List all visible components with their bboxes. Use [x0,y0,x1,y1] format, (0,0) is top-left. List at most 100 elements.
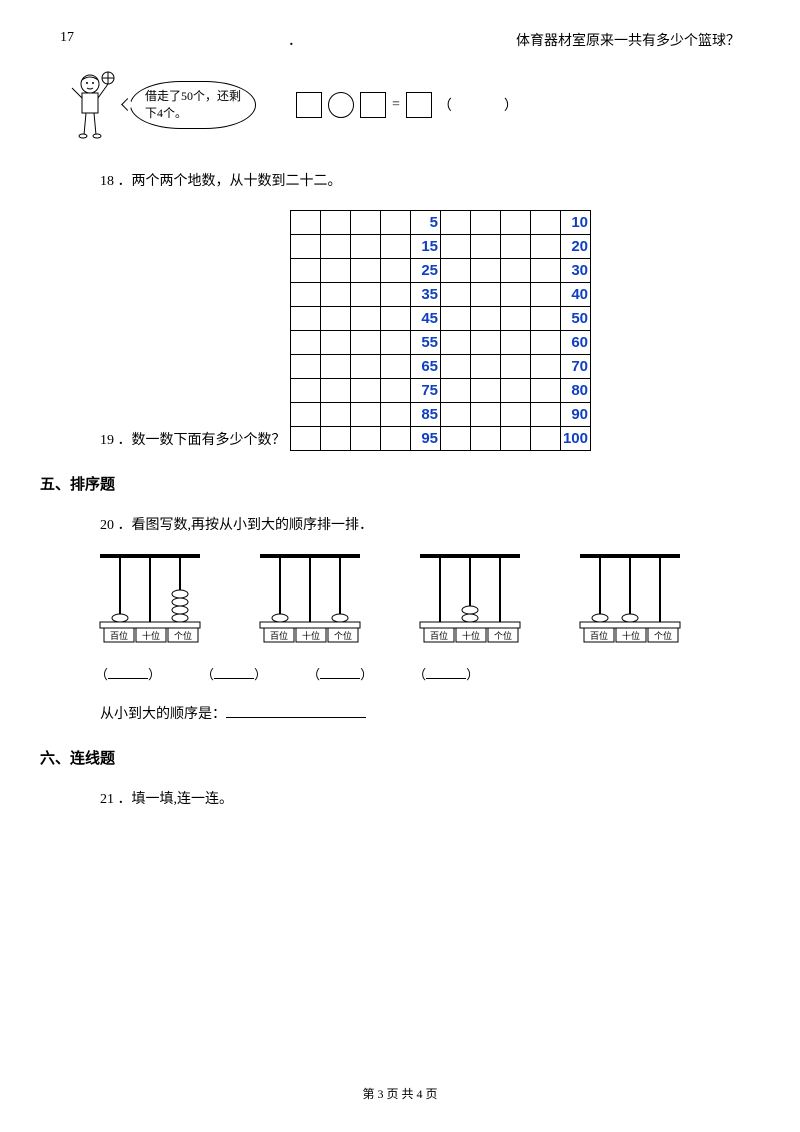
grid-cell: 65 [411,355,441,379]
equation-box-result[interactable] [406,92,432,118]
grid-cell [501,307,531,331]
grid-cell [381,283,411,307]
grid-cell [531,379,561,403]
abacus: 百位 十位 个位 [250,554,370,644]
grid-cell: 55 [411,331,441,355]
grid-cell [291,331,321,355]
svg-text:个位: 个位 [494,630,512,641]
grid-cell [321,283,351,307]
grid-cell [291,307,321,331]
blank-2-wrap: （） [201,664,267,683]
svg-text:十位: 十位 [302,630,320,641]
grid-cell [321,211,351,235]
grid-cell [501,331,531,355]
grid-cell [351,259,381,283]
grid-cell: 40 [561,283,591,307]
svg-text:十位: 十位 [462,630,480,641]
grid-cell [471,211,501,235]
question-21: 21 ．填一填,连一连。 [60,788,740,808]
grid-cell: 60 [561,331,591,355]
grid-cell [441,259,471,283]
grid-cell [471,403,501,427]
blank-4[interactable] [426,665,466,679]
paren-open: （ [438,95,452,115]
ordering-line: 从小到大的顺序是： [100,703,740,723]
question-20: 20 ．看图写数,再按从小到大的顺序排一排． [60,514,740,534]
grid-cell [381,235,411,259]
equals-sign: = [392,97,400,113]
grid-cell: 20 [561,235,591,259]
grid-cell [351,283,381,307]
svg-text:十位: 十位 [622,630,640,641]
grid-cell [351,403,381,427]
page-footer: 第 3 页 共 4 页 [0,1085,800,1102]
grid-cell: 15 [411,235,441,259]
grid-cell [531,355,561,379]
blank-1[interactable] [108,665,148,679]
q17-cartoon-row: 借走了50个，还剩 下4个。 = （ ） [60,70,740,140]
svg-text:十位: 十位 [142,630,160,641]
section-6-heading: 六、连线题 [40,747,740,768]
svg-text:个位: 个位 [174,630,192,641]
grid-cell [441,331,471,355]
number-grid-wrap: 5101520253035404550556065707580859095100 [290,210,740,451]
grid-cell [351,211,381,235]
speech-line2: 下4个。 [145,105,241,122]
grid-cell [351,355,381,379]
grid-cell: 100 [561,427,591,451]
abacus: 百位 十位 个位 [410,554,530,644]
grid-cell: 30 [561,259,591,283]
blank-2[interactable] [214,665,254,679]
blank-4-wrap: （） [413,664,479,683]
blank-3[interactable] [320,665,360,679]
grid-cell [381,355,411,379]
equation-operator-circle[interactable] [328,92,354,118]
grid-cell: 90 [561,403,591,427]
speech-bubble: 借走了50个，还剩 下4个。 [130,81,256,129]
grid-cell [321,307,351,331]
grid-cell [471,307,501,331]
grid-cell [531,403,561,427]
grid-cell: 75 [411,379,441,403]
number-grid: 5101520253035404550556065707580859095100 [290,210,591,451]
grid-cell [321,355,351,379]
ordering-label: 从小到大的顺序是： [100,707,226,722]
grid-cell [321,235,351,259]
blank-1-wrap: （） [95,664,161,683]
grid-cell [441,307,471,331]
equation: = （ ） [296,92,518,118]
grid-cell [531,307,561,331]
grid-cell [351,379,381,403]
grid-cell [351,307,381,331]
grid-cell [531,259,561,283]
equation-box-2[interactable] [360,92,386,118]
blank-3-wrap: （） [307,664,373,683]
grid-cell [441,235,471,259]
ordering-blank[interactable] [226,704,366,718]
abacus-row: 百位 十位 个位 百位 十位 个位 百位 十位 个位 百位 十 [90,554,740,644]
question-19: 19 ．数一数下面有多少个数？ [60,429,740,449]
equation-box-1[interactable] [296,92,322,118]
svg-text:百位: 百位 [430,630,448,641]
grid-cell [501,379,531,403]
grid-cell [471,355,501,379]
grid-cell [381,403,411,427]
q17-right: 体育器材室原来一共有多少个篮球？ [516,30,740,50]
grid-cell [321,379,351,403]
grid-cell [501,403,531,427]
grid-cell [351,235,381,259]
abacus: 百位 十位 个位 [570,554,690,644]
grid-cell [381,259,411,283]
grid-cell: 50 [561,307,591,331]
grid-cell [291,283,321,307]
grid-cell [441,379,471,403]
grid-cell [381,379,411,403]
grid-cell [531,283,561,307]
grid-cell: 35 [411,283,441,307]
section-5-heading: 五、排序题 [40,473,740,494]
grid-cell [441,355,471,379]
svg-text:百位: 百位 [590,630,608,641]
grid-cell [291,355,321,379]
svg-text:个位: 个位 [334,630,352,641]
grid-cell [441,283,471,307]
